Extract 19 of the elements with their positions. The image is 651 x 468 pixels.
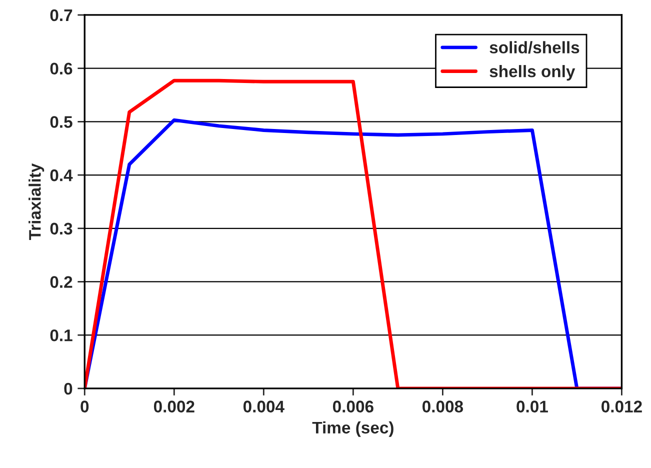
x-tick-label: 0.008 <box>422 400 464 412</box>
x-tick-label: 0.01 <box>516 400 548 412</box>
x-axis-title: Time (sec) <box>312 421 394 437</box>
y-tick-label: 0.6 <box>50 62 72 75</box>
y-axis-title: Triaxiality <box>28 163 44 240</box>
legend-label: solid/shells <box>490 41 580 54</box>
x-tick-label: 0 <box>80 400 89 412</box>
y-tick-label: 0 <box>64 382 72 395</box>
legend-label: shells only <box>490 65 576 81</box>
y-tick-label: 0.1 <box>50 329 72 342</box>
y-tick-label: 0.5 <box>50 116 72 128</box>
x-tick-label: 0.012 <box>602 400 642 412</box>
x-tick-label: 0.004 <box>243 400 284 412</box>
y-tick-label: 0.4 <box>50 169 73 182</box>
y-tick-label: 0.2 <box>50 276 72 288</box>
x-tick-label: 0.002 <box>154 400 194 412</box>
y-tick-label: 0.7 <box>50 9 72 22</box>
x-tick-label: 0.006 <box>332 400 374 412</box>
y-tick-label: 0.3 <box>50 222 72 235</box>
